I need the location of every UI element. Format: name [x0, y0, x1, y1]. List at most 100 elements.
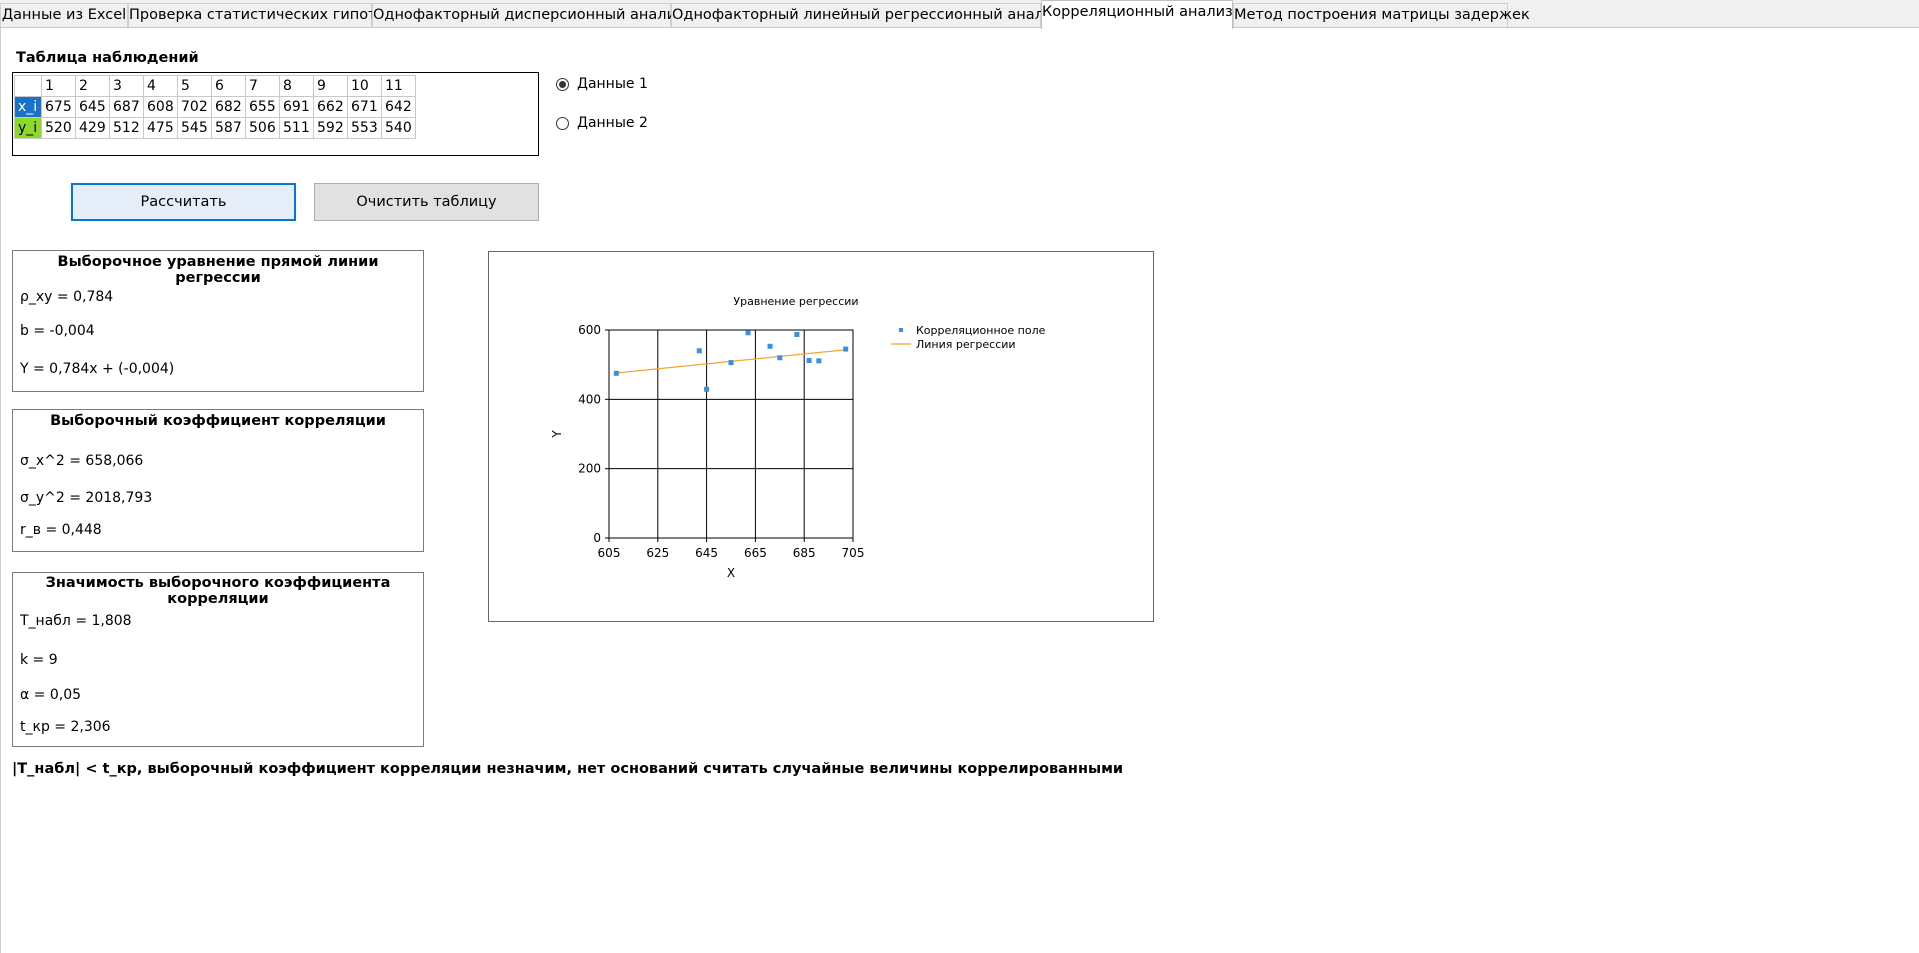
b-value: b = -0,004: [20, 323, 95, 339]
column-header: 2: [75, 75, 110, 97]
tab-page: [0, 28, 1919, 953]
y-tick-label: 400: [578, 392, 601, 406]
tab-one-way-anova[interactable]: Однофакторный дисперсионный анализ: [372, 3, 684, 27]
legend-label: Линия регрессии: [916, 338, 1016, 351]
radio-checked-icon[interactable]: [556, 77, 569, 91]
legend-marker-scatter: [899, 328, 903, 332]
y-tick-label: 200: [578, 462, 601, 476]
column-header: 3: [109, 75, 144, 97]
column-header: 7: [245, 75, 280, 97]
x-tick-label: 705: [842, 546, 865, 560]
scatter-point: [794, 332, 800, 338]
regression-equation-group: Выборочное уравнение прямой линии регрес…: [12, 250, 424, 392]
table-corner-cell: [14, 75, 42, 97]
scatter-point: [613, 370, 619, 376]
table-row-x: x_i 675 645 687 608 702 682 655 691 662 …: [14, 96, 416, 118]
table-header-row: 1 2 3 4 5 6 7 8 9 10 11: [14, 75, 416, 97]
table-cell[interactable]: 675: [41, 96, 76, 118]
table-cell[interactable]: 702: [177, 96, 212, 118]
scatter-point: [767, 343, 773, 349]
tab-delay-matrix[interactable]: Метод построения матрицы задержек: [1233, 3, 1530, 27]
tab-linear-regression[interactable]: Однофакторный линейный регрессионный ана…: [671, 3, 1061, 27]
r-value: r_в = 0,448: [20, 522, 102, 538]
x-tick-label: 625: [646, 546, 669, 560]
table-cell[interactable]: 429: [75, 117, 110, 139]
regression-chart-svg: Уравнение регрессии 605 625 645 665 685 705 0 20…: [550, 295, 1046, 580]
regression-chart: Уравнение регрессии 605 625 645 665 685 705 0 20…: [488, 251, 1154, 622]
observations-table-frame: 1 2 3 4 5 6 7 8 9 10 11 x_i 675 645 687 …: [12, 72, 539, 156]
table-cell[interactable]: 506: [245, 117, 280, 139]
regression-group-title: Выборочное уравнение прямой линии регрес…: [57, 254, 379, 286]
alpha-value: α = 0,05: [20, 687, 82, 703]
tab-correlation-analysis[interactable]: Корреляционный анализ: [1041, 0, 1233, 29]
column-header: 1: [41, 75, 76, 97]
table-cell[interactable]: 475: [143, 117, 178, 139]
sigma-x-value: σ_x^2 = 658,066: [20, 453, 144, 469]
tab-bar: Данные из Excel Проверка статистических …: [0, 0, 1919, 29]
table-cell[interactable]: 587: [211, 117, 246, 139]
table-cell[interactable]: 691: [279, 96, 314, 118]
column-header: 6: [211, 75, 246, 97]
scatter-point: [704, 386, 710, 392]
table-cell[interactable]: 682: [211, 96, 246, 118]
table-cell[interactable]: 642: [381, 96, 416, 118]
table-cell[interactable]: 512: [109, 117, 144, 139]
plot-area-border: [608, 329, 854, 539]
table-cell[interactable]: 671: [347, 96, 382, 118]
table-cell[interactable]: 687: [109, 96, 144, 118]
column-header: 5: [177, 75, 212, 97]
x-tick-label: 685: [793, 546, 816, 560]
calculate-button[interactable]: Рассчитать: [71, 183, 296, 221]
table-cell[interactable]: 511: [279, 117, 314, 139]
tab-excel-data[interactable]: Данные из Excel: [0, 3, 128, 27]
t-critical-value: t_кр = 2,306: [20, 719, 111, 735]
x-axis-label: X: [727, 566, 735, 580]
chart-title: Уравнение регрессии: [733, 295, 858, 308]
table-cell[interactable]: 645: [75, 96, 110, 118]
row-header-y[interactable]: y_i: [14, 117, 42, 139]
column-header: 8: [279, 75, 314, 97]
correlation-coefficient-group: Выборочный коэффициент корреляции σ_x^2 …: [12, 409, 424, 552]
radio-data-2[interactable]: Данные 2: [556, 115, 648, 131]
k-value: k = 9: [20, 652, 58, 668]
table-cell[interactable]: 662: [313, 96, 348, 118]
row-header-x[interactable]: x_i: [14, 96, 42, 118]
table-cell[interactable]: 553: [347, 117, 382, 139]
correlation-group-title: Выборочный коэффициент корреляции: [50, 413, 386, 429]
sigma-y-value: σ_y^2 = 2018,793: [20, 490, 153, 506]
observations-table[interactable]: 1 2 3 4 5 6 7 8 9 10 11 x_i 675 645 687 …: [14, 75, 416, 139]
significance-group-title: Значимость выборочного коэффициента корр…: [45, 575, 391, 607]
observations-title: Таблица наблюдений: [16, 50, 199, 66]
scatter-point: [696, 348, 702, 354]
column-header: 10: [347, 75, 382, 97]
regression-equation-value: Y = 0,784x + (-0,004): [20, 361, 175, 377]
x-tick-label: 665: [744, 546, 767, 560]
table-cell[interactable]: 592: [313, 117, 348, 139]
tab-hypothesis-testing[interactable]: Проверка статистических гипотез: [128, 3, 393, 27]
y-tick-label: 0: [593, 531, 601, 545]
rho-value: ρ_xy = 0,784: [20, 289, 114, 305]
clear-table-button[interactable]: Очистить таблицу: [314, 183, 539, 221]
column-header: 4: [143, 75, 178, 97]
table-row-y: y_i 520 429 512 475 545 587 506 511 592 …: [14, 117, 416, 139]
table-cell[interactable]: 540: [381, 117, 416, 139]
scatter-point: [728, 360, 734, 366]
scatter-point: [745, 330, 751, 336]
radio-data-2-label: Данные 2: [577, 115, 648, 131]
scatter-point: [806, 358, 812, 364]
scatter-point: [777, 355, 783, 361]
y-tick-label: 600: [578, 323, 601, 337]
column-header: 11: [381, 75, 416, 97]
table-cell[interactable]: 655: [245, 96, 280, 118]
radio-unchecked-icon[interactable]: [556, 116, 569, 130]
significance-group: Значимость выборочного коэффициента корр…: [12, 572, 424, 747]
table-cell[interactable]: 545: [177, 117, 212, 139]
table-cell[interactable]: 520: [41, 117, 76, 139]
table-cell[interactable]: 608: [143, 96, 178, 118]
t-observed-value: T_набл = 1,808: [20, 613, 132, 629]
x-tick-label: 645: [695, 546, 718, 560]
scatter-point: [816, 358, 822, 364]
conclusion-text: |T_набл| < t_кр, выборочный коэффициент …: [12, 761, 1124, 777]
radio-data-1[interactable]: Данные 1: [556, 76, 648, 92]
column-header: 9: [313, 75, 348, 97]
